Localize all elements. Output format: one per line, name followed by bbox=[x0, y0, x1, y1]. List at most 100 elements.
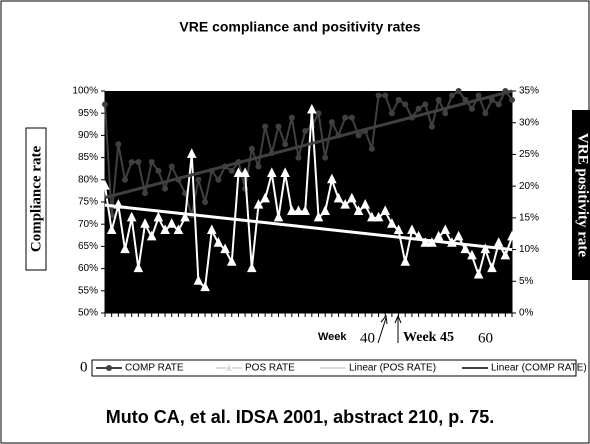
data-point bbox=[393, 224, 404, 235]
data-point bbox=[348, 114, 355, 121]
y-tick-label: 80% bbox=[78, 174, 98, 185]
data-point bbox=[128, 159, 135, 166]
data-point bbox=[480, 243, 491, 254]
data-point bbox=[200, 281, 210, 292]
y-tick-label: 75% bbox=[78, 197, 98, 208]
data-point bbox=[215, 176, 222, 183]
data-point bbox=[155, 167, 162, 174]
y2-axis-label: VRE positivity rate bbox=[575, 133, 590, 257]
legend-label: COMP RATE bbox=[125, 363, 184, 374]
arrow-head bbox=[394, 314, 402, 324]
data-point bbox=[288, 114, 295, 121]
data-point bbox=[420, 237, 431, 247]
y-tick-label: 70% bbox=[78, 219, 98, 230]
data-point bbox=[322, 154, 329, 161]
legend-label: Linear (POS RATE) bbox=[349, 363, 436, 374]
data-point bbox=[382, 92, 389, 99]
y-tick-label: 55% bbox=[78, 285, 98, 296]
plot-area bbox=[105, 91, 512, 313]
data-point bbox=[493, 237, 504, 247]
data-point bbox=[468, 105, 475, 112]
data-point bbox=[260, 192, 270, 203]
y2-tick-label: 30% bbox=[519, 117, 539, 128]
trend-line bbox=[104, 203, 513, 252]
data-point bbox=[460, 243, 471, 254]
data-point bbox=[213, 237, 224, 247]
chart-title: VRE compliance and positivity rates bbox=[179, 19, 420, 35]
data-point bbox=[328, 119, 335, 126]
data-point bbox=[120, 243, 130, 254]
data-point bbox=[507, 230, 517, 241]
data-point bbox=[333, 192, 344, 203]
data-point bbox=[509, 96, 515, 103]
annotation: 0 bbox=[80, 359, 88, 375]
arrow bbox=[377, 317, 387, 344]
data-point bbox=[240, 167, 250, 177]
data-point bbox=[327, 173, 337, 184]
y-label-box bbox=[25, 127, 47, 271]
data-point bbox=[142, 190, 149, 197]
data-point bbox=[415, 105, 422, 112]
data-point bbox=[302, 127, 309, 134]
data-point bbox=[387, 218, 397, 228]
annotation: Week bbox=[318, 331, 347, 343]
data-point bbox=[473, 268, 484, 279]
data-point bbox=[495, 101, 502, 108]
data-point bbox=[193, 275, 204, 285]
y2-tick-label: 10% bbox=[519, 244, 539, 255]
data-point bbox=[500, 249, 511, 260]
data-point bbox=[106, 224, 117, 235]
data-point bbox=[282, 141, 289, 148]
data-point bbox=[166, 218, 177, 228]
data-point bbox=[273, 211, 284, 222]
legend-label: POS RATE bbox=[245, 363, 295, 374]
data-point bbox=[220, 243, 230, 254]
data-point bbox=[186, 148, 197, 158]
legend-marker bbox=[224, 361, 234, 372]
data-point bbox=[280, 167, 290, 177]
data-point bbox=[455, 88, 462, 94]
y2-label-box bbox=[572, 110, 590, 280]
data-point bbox=[402, 101, 409, 108]
data-point bbox=[475, 92, 482, 99]
data-point bbox=[360, 199, 371, 209]
y2-tick-label: 20% bbox=[519, 181, 539, 192]
data-point bbox=[313, 211, 324, 222]
data-point bbox=[122, 176, 129, 183]
data-point bbox=[162, 185, 169, 192]
data-point bbox=[433, 230, 444, 241]
data-point bbox=[373, 211, 384, 222]
footer: Muto CA, et al. IDSA 2001, abstract 210,… bbox=[106, 407, 494, 427]
data-point bbox=[100, 180, 110, 190]
data-point bbox=[135, 159, 142, 166]
annotation: 60 bbox=[478, 330, 493, 346]
data-point bbox=[133, 262, 144, 273]
data-point bbox=[448, 92, 455, 99]
data-point bbox=[467, 249, 477, 260]
data-point bbox=[388, 110, 395, 117]
data-point bbox=[375, 92, 382, 99]
y2-tick-label: 15% bbox=[519, 212, 539, 223]
y-axis-label: Compliance rate bbox=[28, 146, 44, 253]
data-point bbox=[173, 224, 184, 235]
data-point bbox=[315, 110, 322, 117]
data-point bbox=[487, 262, 497, 273]
data-point bbox=[367, 211, 377, 222]
arrow-head bbox=[380, 314, 388, 325]
data-point bbox=[180, 211, 190, 222]
y-tick-label: 65% bbox=[78, 241, 98, 252]
data-point bbox=[400, 256, 411, 266]
legend-label: Linear (COMP RATE) bbox=[491, 363, 587, 374]
data-point bbox=[202, 199, 209, 205]
data-point bbox=[126, 211, 137, 222]
data-point bbox=[442, 110, 449, 117]
data-point bbox=[287, 205, 297, 216]
y2-tick-label: 25% bbox=[519, 149, 539, 160]
data-point bbox=[300, 205, 310, 216]
annotation: 40 bbox=[360, 330, 375, 346]
data-point bbox=[153, 211, 164, 222]
data-point bbox=[262, 123, 269, 130]
data-point bbox=[195, 176, 202, 183]
y-tick-label: 85% bbox=[78, 152, 98, 163]
